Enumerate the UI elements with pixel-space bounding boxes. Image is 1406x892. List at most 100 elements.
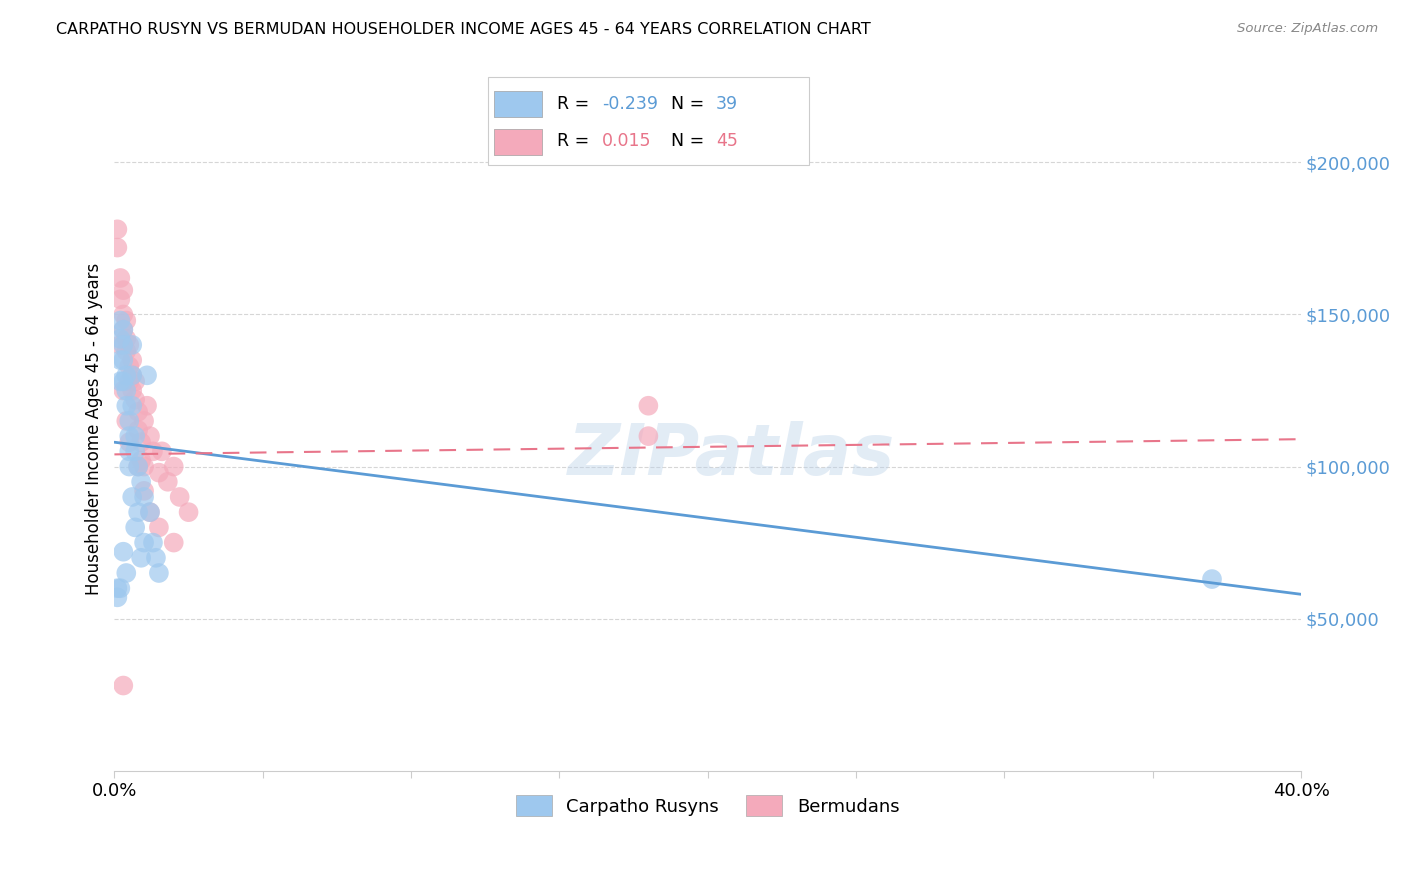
Point: [136, 368, 159, 383]
Point: [105, 222, 128, 236]
Point: [112, 283, 135, 297]
Point: [112, 323, 135, 337]
Point: [132, 483, 155, 498]
Point: [110, 375, 132, 389]
Point: [132, 414, 155, 428]
Point: [110, 353, 132, 368]
Text: N =: N =: [671, 95, 710, 112]
Point: [115, 384, 138, 398]
Point: [112, 545, 135, 559]
Point: [112, 679, 135, 693]
Point: [115, 368, 138, 383]
FancyBboxPatch shape: [494, 91, 541, 117]
FancyBboxPatch shape: [494, 128, 541, 155]
Point: [136, 399, 159, 413]
Point: [139, 505, 162, 519]
FancyBboxPatch shape: [494, 91, 541, 117]
Point: [124, 392, 146, 407]
Point: [112, 375, 135, 389]
Point: [121, 368, 143, 383]
Point: [121, 490, 143, 504]
Point: [132, 490, 155, 504]
Point: [118, 359, 141, 374]
Point: [110, 293, 132, 307]
Point: [115, 399, 138, 413]
Point: [132, 459, 155, 474]
Y-axis label: Householder Income Ages 45 - 64 years: Householder Income Ages 45 - 64 years: [86, 262, 103, 595]
Point: [115, 414, 138, 428]
Point: [127, 423, 149, 437]
Point: [169, 490, 191, 504]
Point: [115, 332, 138, 346]
Point: [105, 581, 128, 595]
Point: [129, 550, 152, 565]
Point: [124, 375, 146, 389]
Point: [115, 566, 138, 580]
FancyBboxPatch shape: [494, 128, 541, 155]
Text: N =: N =: [671, 132, 710, 151]
Point: [112, 353, 135, 368]
Point: [118, 375, 141, 389]
Point: [129, 475, 152, 489]
Point: [148, 466, 170, 480]
Point: [110, 338, 132, 352]
Point: [1201, 572, 1223, 586]
Point: [115, 313, 138, 327]
Point: [129, 453, 152, 467]
Point: [124, 429, 146, 443]
FancyBboxPatch shape: [488, 78, 808, 165]
Point: [121, 399, 143, 413]
Point: [637, 399, 659, 413]
Point: [110, 581, 132, 595]
Point: [110, 313, 132, 327]
Point: [112, 338, 135, 352]
Text: R =: R =: [557, 132, 600, 151]
Text: 39: 39: [716, 95, 738, 112]
Point: [127, 405, 149, 419]
Point: [139, 429, 162, 443]
Text: ZIPatlas: ZIPatlas: [568, 421, 896, 491]
Point: [121, 384, 143, 398]
Point: [118, 429, 141, 443]
Point: [177, 505, 200, 519]
Point: [127, 459, 149, 474]
Point: [124, 520, 146, 534]
Point: [118, 444, 141, 458]
Point: [118, 338, 141, 352]
Point: [132, 535, 155, 549]
Point: [127, 505, 149, 519]
Text: R =: R =: [557, 95, 595, 112]
Point: [156, 475, 179, 489]
Point: [110, 271, 132, 285]
Point: [139, 505, 162, 519]
Text: -0.239: -0.239: [602, 95, 658, 112]
Text: CARPATHO RUSYN VS BERMUDAN HOUSEHOLDER INCOME AGES 45 - 64 YEARS CORRELATION CHA: CARPATHO RUSYN VS BERMUDAN HOUSEHOLDER I…: [56, 22, 870, 37]
Point: [112, 384, 135, 398]
Point: [118, 414, 141, 428]
Point: [150, 444, 173, 458]
Point: [121, 368, 143, 383]
Point: [105, 591, 128, 605]
Point: [115, 343, 138, 358]
Point: [118, 435, 141, 450]
Text: 0.015: 0.015: [602, 132, 651, 151]
Text: Source: ZipAtlas.com: Source: ZipAtlas.com: [1237, 22, 1378, 36]
Point: [637, 429, 659, 443]
Point: [163, 535, 186, 549]
Point: [129, 435, 152, 450]
Point: [112, 308, 135, 322]
Point: [110, 332, 132, 346]
Text: 45: 45: [716, 132, 738, 151]
Point: [112, 323, 135, 337]
Point: [121, 353, 143, 368]
Point: [124, 444, 146, 458]
Point: [121, 338, 143, 352]
Point: [163, 459, 186, 474]
Point: [127, 459, 149, 474]
Point: [105, 241, 128, 255]
Point: [142, 444, 165, 458]
Point: [118, 459, 141, 474]
Point: [148, 520, 170, 534]
Legend: Carpatho Rusyns, Bermudans: Carpatho Rusyns, Bermudans: [509, 788, 907, 823]
Point: [145, 550, 167, 565]
